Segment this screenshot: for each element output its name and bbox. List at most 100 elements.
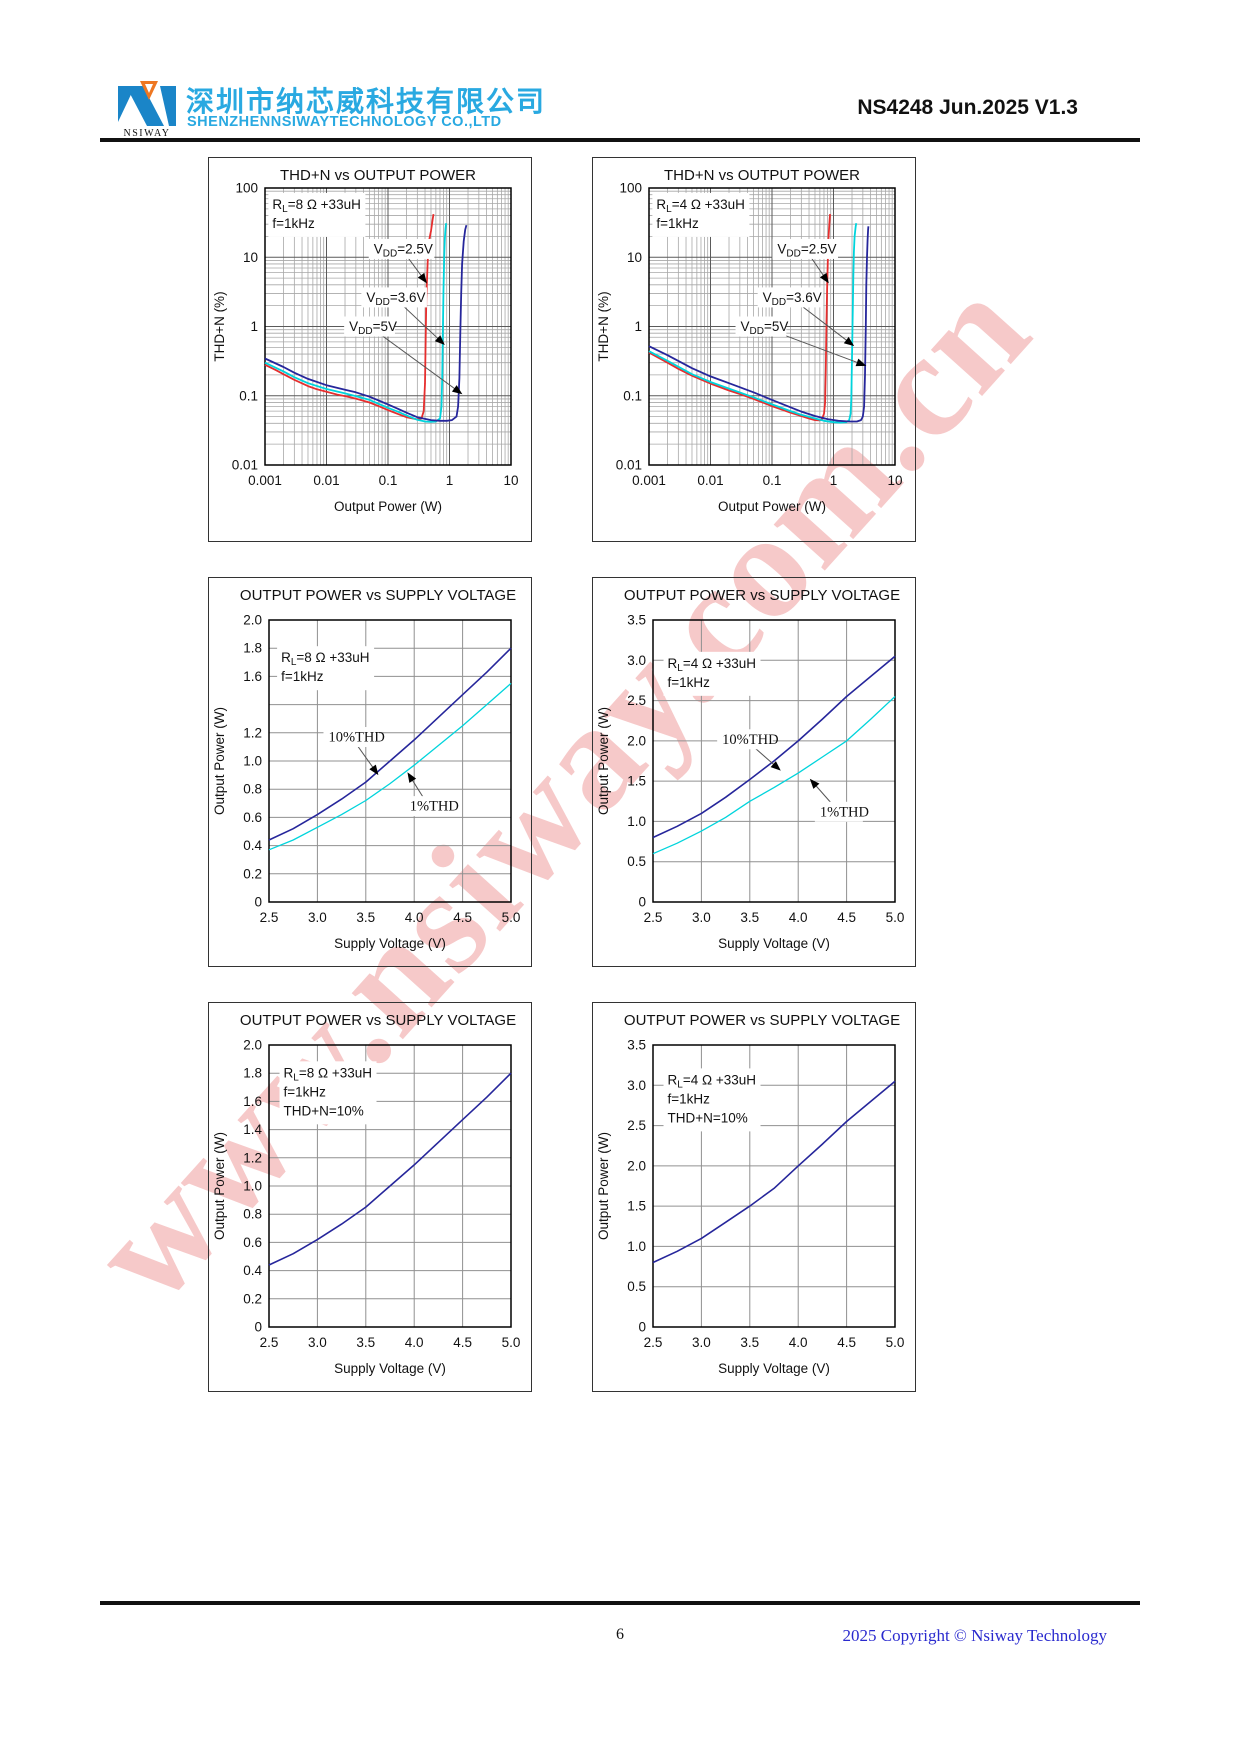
annotation-label-box [814,801,863,822]
inset-line: THD+N=10% [284,1103,364,1118]
svg-text:3.0: 3.0 [308,1335,327,1350]
inset-line: RL=8 Ω +33uH [281,650,369,668]
chart-panel-power-4ohm-10pct: OUTPUT POWER vs SUPPLY VOLTAGE RL=4 Ω +33… [592,1002,916,1392]
svg-text:0.4: 0.4 [243,838,262,853]
annotation-label: VDD=3.6V [763,290,822,308]
svg-text:10: 10 [887,473,902,488]
y-axis-title: Output Power (W) [596,1132,611,1240]
svg-text:4.0: 4.0 [405,1335,424,1350]
annotation-arrowhead [407,772,417,783]
svg-text:1.8: 1.8 [243,641,262,656]
svg-text:4.0: 4.0 [789,910,808,925]
svg-text:1.6: 1.6 [243,1094,262,1109]
logo-wordmark: NSIWAY [124,128,171,138]
y-axis-title: Output Power (W) [212,707,227,815]
inset-box [268,192,366,237]
svg-text:0.5: 0.5 [627,854,646,869]
annotation-label: 10%THD [722,732,778,748]
annotation-label-box [344,316,395,337]
svg-text:4.5: 4.5 [837,910,856,925]
annotation-label: VDD=2.5V [777,241,836,259]
svg-text:5.0: 5.0 [502,910,521,925]
inset-line: RL=4 Ω +33uH [656,197,744,215]
svg-text:1: 1 [250,319,258,334]
annotation-label-box [772,238,839,259]
svg-text:1: 1 [446,473,454,488]
svg-text:0.2: 0.2 [243,866,262,881]
logo-inner-triangle [145,84,153,93]
annotation-label-box [323,727,380,748]
svg-text:0: 0 [254,895,262,910]
inset-line: RL=4 Ω +33uH [668,656,756,674]
svg-text:4.0: 4.0 [405,910,424,925]
company-name-cn: 深圳市纳芯威科技有限公司 [186,86,547,117]
y-tick-labels: 0 0.5 1.0 1.5 2.0 2.5 3.0 3.5 [627,613,646,910]
svg-text:3.5: 3.5 [740,1335,759,1350]
page-number: 6 [616,1626,624,1643]
svg-text:0.2: 0.2 [243,1291,262,1306]
svg-text:0: 0 [638,895,646,910]
svg-text:1.0: 1.0 [627,814,646,829]
svg-text:3.5: 3.5 [356,910,375,925]
chart-title: THD+N vs OUTPUT POWER [664,167,860,184]
chart-title: OUTPUT POWER vs SUPPLY VOLTAGE [624,587,900,604]
svg-text:0.01: 0.01 [616,458,642,473]
annotation-label-box [735,316,787,337]
inset-box [663,651,761,696]
svg-text:10: 10 [627,250,642,265]
svg-text:10: 10 [243,250,258,265]
grid [649,188,895,465]
chart-title: OUTPUT POWER vs SUPPLY VOLTAGE [240,587,516,604]
annotation-label: VDD=3.6V [366,290,425,308]
annotation-label-box [368,238,435,259]
svg-text:2.5: 2.5 [627,693,646,708]
chart-panel-power-8ohm-10pct: OUTPUT POWER vs SUPPLY VOLTAGE RL=8 Ω +33… [208,1002,532,1392]
svg-text:100: 100 [619,181,642,196]
y-tick-labels: 0 0.5 1.0 1.5 2.0 2.5 3.0 3.5 [627,1038,646,1335]
svg-text:4.5: 4.5 [453,910,472,925]
annotation-arrowhead [819,272,829,284]
series-10-thd [652,655,896,839]
svg-text:3.5: 3.5 [356,1335,375,1350]
chart-power-vs-voltage-8ohm-10pct: OUTPUT POWER vs SUPPLY VOLTAGE RL=8 Ω +33… [212,1012,521,1376]
annotation-arrowhead [417,272,427,284]
annotation-arrowhead [451,385,463,395]
inset-line: THD+N=10% [668,1110,748,1125]
x-axis-title: Output Power (W) [718,499,826,514]
svg-text:10: 10 [503,473,518,488]
annotation-arrowhead [855,358,867,367]
inset-line: f=1kHz [284,1084,327,1099]
svg-text:1.2: 1.2 [243,1150,262,1165]
svg-text:0: 0 [638,1320,646,1335]
chart-panel-thd-8ohm: THD+N vs OUTPUT POWER VDD=2.5V VDD=3.6V VDD… [208,157,532,542]
x-axis-title: Supply Voltage (V) [334,1361,446,1376]
footer-rule [100,1601,1140,1605]
series-thd+n-10- [652,1080,896,1264]
annotation-arrowhead [843,336,855,347]
x-axis-title: Supply Voltage (V) [718,1361,830,1376]
inset-line: f=1kHz [668,1091,711,1106]
y-tick-labels: 0.01 0.1 1 10 100 [616,181,642,473]
plot-border [652,1044,896,1328]
svg-text:5.0: 5.0 [886,1335,905,1350]
svg-text:0: 0 [254,1320,262,1335]
series-1-thd [268,682,512,851]
annotation-arrowhead [434,335,445,346]
svg-text:5.0: 5.0 [502,1335,521,1350]
svg-text:3.0: 3.0 [692,1335,711,1350]
inset-box [652,192,750,237]
plot-border [268,1044,512,1328]
annotation-arrow-line [369,326,457,390]
annotation-label: VDD=2.5V [374,241,433,259]
svg-text:0.1: 0.1 [623,388,642,403]
svg-text:1.0: 1.0 [243,754,262,769]
svg-text:2.0: 2.0 [627,1158,646,1173]
svg-text:0.8: 0.8 [243,782,262,797]
x-tick-labels: 2.5 3.0 3.5 4.0 4.5 5.0 [260,910,521,925]
x-tick-labels: 0.001 0.01 0.1 1 10 [632,473,902,488]
svg-text:100: 100 [235,181,258,196]
svg-text:3.0: 3.0 [692,910,711,925]
chart-power-vs-voltage-4ohm-10pct: OUTPUT POWER vs SUPPLY VOLTAGE RL=4 Ω +33… [596,1012,905,1376]
svg-text:4.5: 4.5 [453,1335,472,1350]
svg-text:3.5: 3.5 [740,910,759,925]
